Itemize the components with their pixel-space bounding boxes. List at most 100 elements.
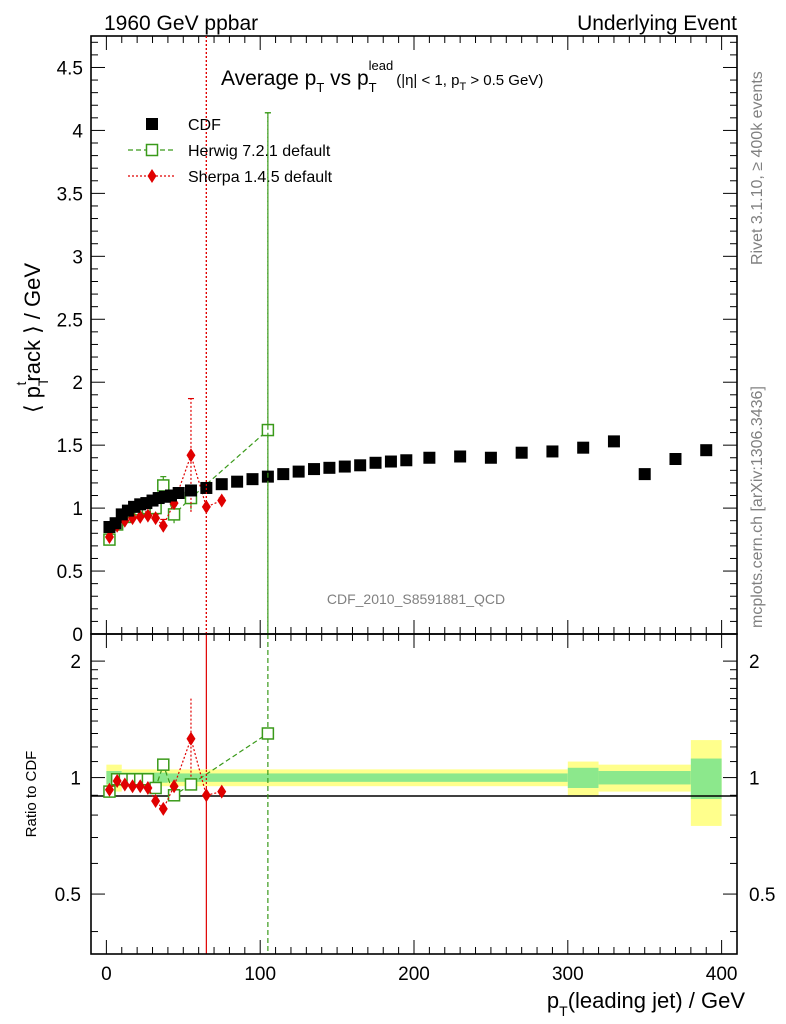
- plot-title: Average pT vs pTlead(|η| < 1, pT > 0.5 G…: [221, 58, 543, 95]
- cdf-point: [323, 461, 336, 474]
- cdf-point: [638, 468, 651, 481]
- ratio-sherpa-point: [135, 779, 145, 794]
- ratio-series-herwig: [103, 634, 275, 954]
- ratio-y-tick-label: 2: [70, 652, 81, 673]
- cdf-point: [231, 475, 244, 488]
- legend-cdf-marker: [146, 118, 158, 130]
- y-tick-label: 4.5: [57, 58, 83, 79]
- ratio-plot: 0.5 0.5 1 1 2 2 0 100 200 300 400: [55, 112, 776, 985]
- main-y-tick-labels: 0 0.5 1 1.5 2 2.5 3 3.5 4 4.5: [57, 58, 84, 646]
- ratio-sherpa-point: [158, 801, 168, 816]
- y-tick-label: 1.5: [57, 436, 83, 457]
- ratio-tick-labels: 0.5 0.5 1 1 2 2 0 100 200 300 400: [55, 652, 776, 985]
- cdf-point: [277, 468, 290, 481]
- cdf-point: [607, 435, 620, 448]
- cdf-point: [200, 481, 213, 494]
- ratio-band-inner: [690, 758, 722, 800]
- y-tick-label: 2: [72, 373, 83, 394]
- herwig-long-errorbar-group: [264, 112, 271, 634]
- ratio-series: [103, 112, 275, 954]
- mcplots-label: mcplots.cern.ch [arXiv:1306.3436]: [749, 386, 766, 628]
- ratio-y-tick-label: 0.5: [55, 885, 81, 906]
- y-tick-label: 1: [72, 499, 83, 520]
- legend-cdf-label: CDF: [188, 117, 221, 134]
- ratio-herwig-point: [261, 727, 275, 740]
- cdf-point: [184, 484, 197, 497]
- ratio-y-tick-label-right: 1: [749, 769, 760, 790]
- cdf-point: [215, 478, 228, 491]
- ratio-sherpa-point: [151, 793, 161, 808]
- ratio-y-tick-label: 1: [70, 769, 81, 790]
- sherpa-point: [217, 493, 227, 508]
- ratio-y-tick-label-right: 0.5: [749, 885, 775, 906]
- series-cdf: [103, 435, 713, 533]
- legend-sherpa-label: Sherpa 1.4.5 default: [188, 169, 333, 186]
- cdf-point: [577, 441, 590, 454]
- analysis-id: CDF_2010_S8591881_QCD: [327, 591, 505, 607]
- sherpa-point: [128, 511, 138, 526]
- cdf-point: [669, 453, 682, 466]
- ratio-uncertainty-bands: [106, 740, 722, 826]
- ratio-herwig-point: [157, 758, 170, 771]
- ratio-band-inner: [167, 773, 568, 782]
- series-herwig: [103, 112, 275, 634]
- ratio-band-inner: [567, 767, 599, 788]
- ratio-sherpa-point: [186, 731, 196, 746]
- cdf-point: [121, 504, 134, 517]
- ratio-sherpa-point: [112, 773, 122, 788]
- x-tick-label: 100: [244, 964, 276, 985]
- cdf-point: [400, 454, 413, 467]
- sherpa-point: [104, 530, 114, 545]
- sherpa-point: [201, 499, 211, 514]
- cdf-point: [292, 465, 305, 478]
- cdf-point: [338, 460, 351, 473]
- main-series: [103, 36, 713, 954]
- ratio-sherpa-point: [120, 777, 130, 792]
- legend-herwig-label: Herwig 7.2.1 default: [188, 143, 331, 160]
- ratio-herwig-point: [184, 778, 198, 791]
- cdf-point: [700, 444, 713, 457]
- cdf-point: [515, 446, 528, 459]
- legend: CDF Herwig 7.2.1 default Sherpa 1.4.5 defa…: [128, 117, 333, 186]
- legend-cdf: CDF: [146, 117, 221, 134]
- cdf-point: [384, 455, 397, 468]
- ratio-plot-frame: [90, 633, 738, 955]
- legend-sherpa: Sherpa 1.4.5 default: [128, 169, 333, 186]
- ratio-sherpa-point: [104, 782, 114, 797]
- ratio-sherpa-point: [201, 788, 211, 803]
- x-axis-label: pT(leading jet) / GeV: [547, 988, 745, 1019]
- ratio-sherpa-point: [128, 779, 138, 794]
- sherpa-point: [135, 509, 145, 524]
- cdf-point: [369, 456, 382, 469]
- sherpa-point: [158, 518, 168, 533]
- x-tick-label: 200: [398, 964, 430, 985]
- ratio-sherpa-point: [169, 779, 179, 794]
- legend-sherpa-marker: [147, 169, 157, 183]
- header-left: 1960 GeV ppbar: [104, 12, 258, 35]
- ratio-series-sherpa: [104, 634, 227, 954]
- x-tick-label: 400: [706, 964, 738, 985]
- rivet-label: Rivet 3.1.10, ≥ 400k events: [749, 71, 766, 265]
- y-tick-label: 3.5: [57, 184, 83, 205]
- x-tick-label: 0: [101, 964, 112, 985]
- cdf-point: [246, 473, 259, 486]
- sherpa-point: [143, 508, 153, 523]
- main-y-axis-label: ⟨ pTtrack ⟩ / GeV: [13, 263, 51, 413]
- y-tick-label: 3: [72, 247, 83, 268]
- cdf-point: [354, 459, 367, 472]
- ratio-y-axis-label: Ratio to CDF: [23, 751, 40, 838]
- ratio-y-tick-label-right: 2: [749, 652, 760, 673]
- main-ticks: [91, 36, 737, 635]
- y-tick-label: 0.5: [57, 562, 83, 583]
- cdf-point: [423, 451, 436, 464]
- cdf-point: [546, 445, 559, 458]
- cdf-point: [172, 486, 185, 499]
- main-plot: 0 0.5 1 1.5 2 2.5 3 3.5 4 4.5: [57, 35, 738, 954]
- sherpa-point: [186, 448, 196, 463]
- ratio-ticks: [91, 634, 737, 954]
- herwig-point: [157, 479, 170, 492]
- y-tick-label: 4: [72, 121, 83, 142]
- legend-herwig-marker: [145, 143, 159, 157]
- cdf-point: [484, 451, 497, 464]
